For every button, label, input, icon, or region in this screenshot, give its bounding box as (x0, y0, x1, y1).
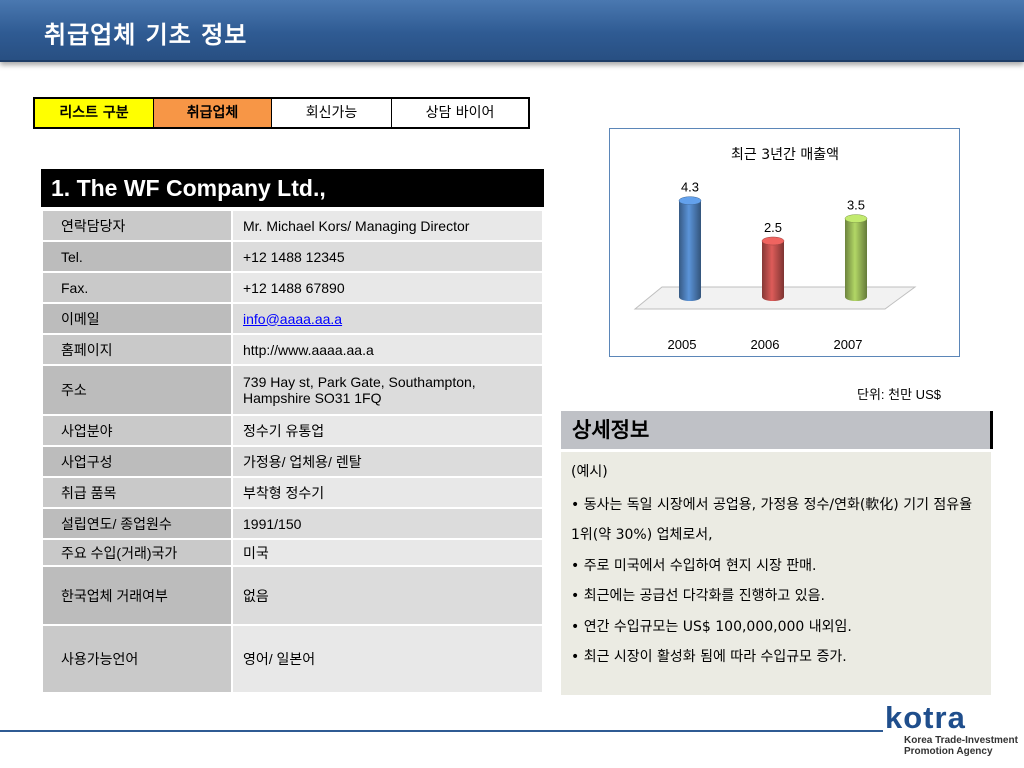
bar-2005 (679, 200, 701, 301)
table-row: Tel. +12 1488 12345 (41, 240, 544, 273)
list-category-tabs: 리스트 구분 취급업체 회신가능 상담 바이어 (33, 97, 530, 129)
table-row: 주요 수입(거래)국가 미국 (41, 538, 544, 567)
bar-top-2006 (761, 236, 785, 246)
tab-handling-company[interactable]: 취급업체 (154, 99, 272, 127)
category-label: 2007 (834, 337, 863, 352)
detail-bullet: • 주로 미국에서 수입하여 현지 시장 판매. (571, 557, 817, 574)
company-name-header: 1. The WF Company Ltd., (41, 169, 544, 207)
bar-top-2005 (678, 196, 702, 205)
data-label: 4.3 (681, 180, 699, 195)
table-row: Fax. +12 1488 67890 (41, 271, 544, 304)
table-row: 주소 739 Hay st, Park Gate, Southampton, H… (41, 364, 544, 416)
row-value: Mr. Michael Kors/ Managing Director (231, 209, 544, 242)
row-label: 사용가능언어 (41, 624, 233, 694)
address-value: 739 Hay st, Park Gate, Southampton, Hamp… (231, 364, 544, 416)
table-row: 사업구성 가정용/ 업체용/ 렌탈 (41, 445, 544, 478)
table-row: 사용가능언어 영어/ 일본어 (41, 624, 544, 694)
row-label: 주요 수입(거래)국가 (41, 538, 233, 567)
bar-2006 (762, 241, 784, 301)
detail-info-header: 상세정보 (561, 411, 993, 449)
row-value: 영어/ 일본어 (231, 624, 544, 694)
row-value: 부착형 정수기 (231, 476, 544, 509)
row-value: +12 1488 12345 (231, 240, 544, 273)
table-row: 설립연도/ 종업원수 1991/150 (41, 507, 544, 540)
data-label: 3.5 (847, 198, 865, 213)
row-label: Fax. (41, 271, 233, 304)
row-value: 1991/150 (231, 507, 544, 540)
email-link[interactable]: info@aaaa.aa.a (243, 310, 343, 327)
row-label: Tel. (41, 240, 233, 273)
sales-chart: 최근 3년간 매출액 4.3 2005 2.5 2006 3.5 2007 (609, 128, 960, 357)
detail-bullet: • 연간 수입규모는 US$ 100,000,000 내외임. (571, 618, 852, 635)
logo-subtitle-line2: Promotion Agency (904, 746, 993, 757)
row-label: 한국업체 거래여부 (41, 565, 233, 626)
detail-bullet: • 최근 시장이 활성화 됨에 따라 수입규모 증가. (571, 649, 847, 666)
row-label: 홈페이지 (41, 333, 233, 366)
table-row: 이메일 info@aaaa.aa.a (41, 302, 544, 335)
page-title: 취급업체 기초 정보 (44, 21, 248, 49)
logo-wordmark: kotra (885, 700, 966, 735)
row-label: 이메일 (41, 302, 233, 335)
kotra-logo: kotra Korea Trade-Investment Promotion A… (883, 700, 1024, 768)
chart-title: 최근 3년간 매출액 (731, 147, 839, 163)
row-label: 취급 품목 (41, 476, 233, 509)
tab-reply-available[interactable]: 회신가능 (272, 99, 392, 127)
detail-example-label: (예시) (571, 464, 608, 480)
table-row: 취급 품목 부착형 정수기 (41, 476, 544, 509)
category-label: 2005 (668, 337, 697, 352)
chart-unit-label: 단위: 천만 US$ (857, 387, 941, 402)
row-label: 주소 (41, 364, 233, 416)
row-value: 없음 (231, 565, 544, 626)
table-row: 연락담당자 Mr. Michael Kors/ Managing Directo… (41, 209, 544, 242)
row-label: 사업분야 (41, 414, 233, 447)
detail-bullet: • 동사는 독일 시장에서 공업용, 가정용 정수/연화(軟化) 기기 점유율 … (571, 497, 973, 544)
bar-top-2007 (844, 214, 868, 223)
row-value: 미국 (231, 538, 544, 567)
logo-subtitle-line1: Korea Trade-Investment (904, 735, 1018, 746)
homepage-value: http://www.aaaa.aa.a (231, 333, 544, 366)
row-label: 사업구성 (41, 445, 233, 478)
table-row: 한국업체 거래여부 없음 (41, 565, 544, 626)
detail-bullet: • 최근에는 공급선 다각화를 진행하고 있음. (571, 588, 825, 605)
tab-consulting-buyer[interactable]: 상담 바이어 (392, 99, 528, 127)
row-label: 연락담당자 (41, 209, 233, 242)
footer-divider (0, 730, 1024, 732)
row-value: 가정용/ 업체용/ 렌탈 (231, 445, 544, 478)
row-value: 정수기 유통업 (231, 414, 544, 447)
tab-list-category[interactable]: 리스트 구분 (35, 99, 154, 127)
title-bar: 취급업체 기초 정보 (0, 0, 1024, 62)
detail-info-body: (예시) • 동사는 독일 시장에서 공업용, 가정용 정수/연화(軟化) 기기… (561, 452, 991, 695)
row-label: 설립연도/ 종업원수 (41, 507, 233, 540)
table-row: 사업분야 정수기 유통업 (41, 414, 544, 447)
category-label: 2006 (751, 337, 780, 352)
sales-chart-svg: 최근 3년간 매출액 4.3 2005 2.5 2006 3.5 2007 (633, 147, 917, 352)
table-row: 홈페이지 http://www.aaaa.aa.a (41, 333, 544, 366)
row-value: +12 1488 67890 (231, 271, 544, 304)
bar-2007 (845, 218, 867, 301)
company-info-table: 연락담당자 Mr. Michael Kors/ Managing Directo… (41, 209, 544, 694)
row-value: info@aaaa.aa.a (231, 302, 544, 335)
data-label: 2.5 (764, 220, 782, 235)
